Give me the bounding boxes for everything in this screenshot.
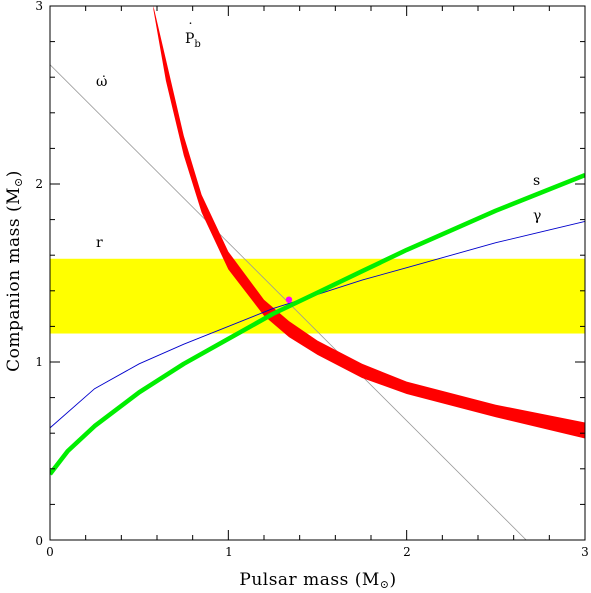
s-label: s (533, 173, 540, 189)
y-tick-label: 1 (35, 355, 43, 369)
r-label: r (96, 235, 103, 251)
y-tick-label: 0 (35, 534, 43, 548)
y-tick-label: 2 (35, 177, 43, 191)
pbdot-label-main: P (185, 31, 194, 47)
x-axis-title-close: ) (389, 570, 396, 590)
pbdot-label-sub: b (194, 39, 200, 50)
x-axis-title: Pulsar mass (M⊙) (239, 570, 396, 591)
omegadot-label: ω̇ (96, 74, 107, 90)
x-tick-label: 1 (225, 545, 233, 559)
constraint-bands-layer (50, 258, 585, 334)
y-axis-title-close: ) (4, 170, 24, 177)
pbdot-constraint-band (153, 6, 585, 439)
y-tick-label: 3 (35, 0, 43, 13)
x-tick-label: 0 (46, 545, 54, 559)
x-tick-label: 3 (581, 545, 589, 559)
r-constraint-band (50, 258, 585, 334)
pbdot-label-dot: ˙ (187, 21, 194, 37)
y-axis-title-sun-symbol: ⊙ (12, 177, 25, 187)
plot-frame (49, 5, 586, 541)
x-axis-title-sun-symbol: ⊙ (380, 578, 390, 591)
axis-ticks (49, 5, 586, 541)
s-constraint-curve (50, 173, 585, 476)
solution-point-layer (285, 296, 293, 303)
pbdot-label: Pb (185, 31, 201, 50)
y-axis-title-main: Companion mass (M (4, 187, 24, 372)
x-axis-title-main: Pulsar mass (M (239, 570, 379, 590)
y-axis-title: Companion mass (M⊙) (4, 170, 25, 372)
gamma-label: γ (533, 208, 541, 224)
x-tick-label: 2 (403, 545, 411, 559)
solution-point (285, 296, 293, 303)
